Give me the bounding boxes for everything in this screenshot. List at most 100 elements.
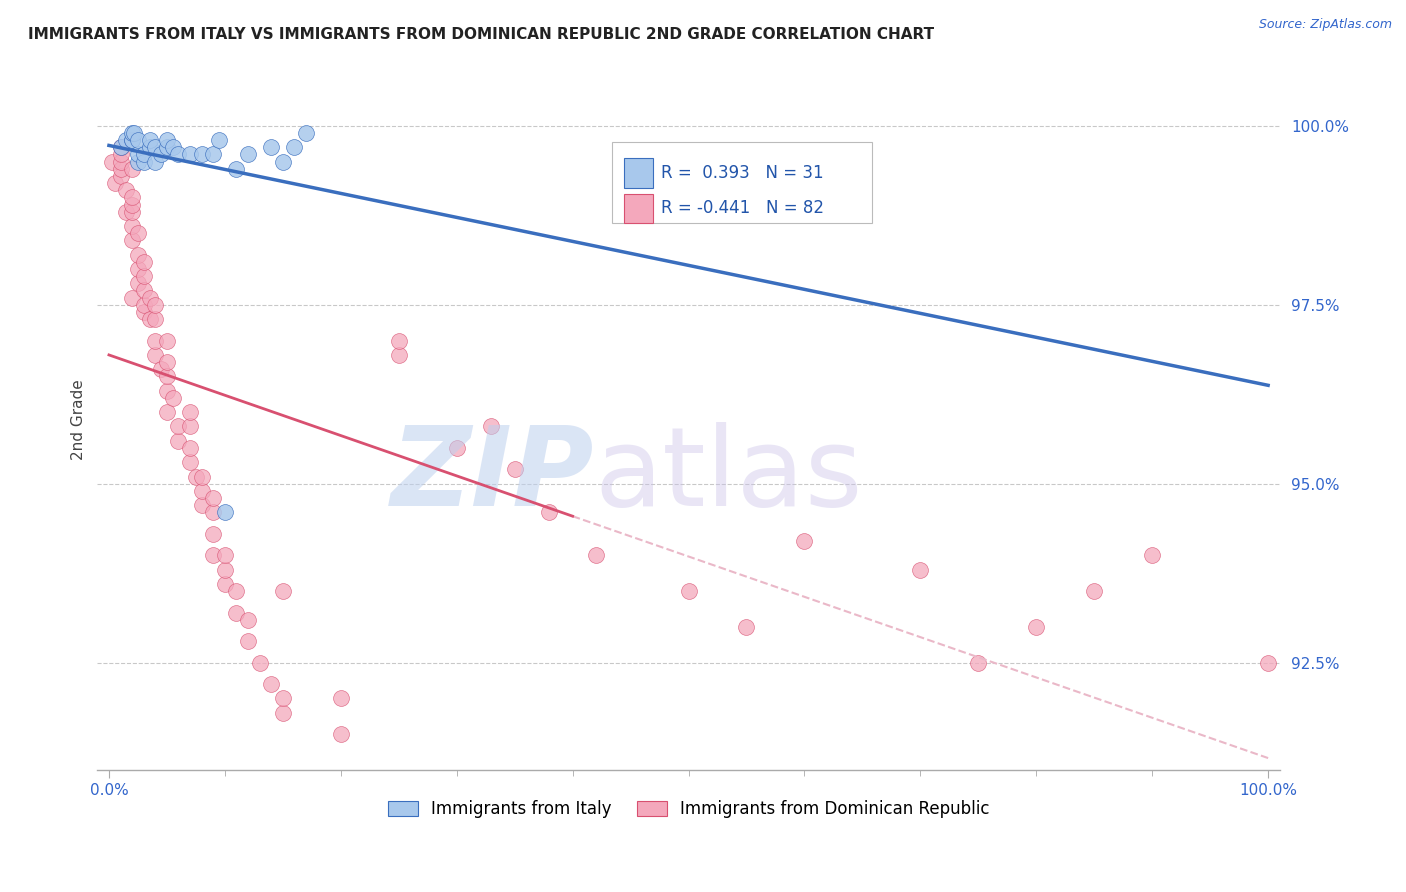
- Point: [283, 140, 305, 154]
- Point: [162, 140, 184, 154]
- Point: [271, 691, 294, 706]
- Point: [127, 133, 149, 147]
- Point: [132, 147, 155, 161]
- Point: [735, 620, 758, 634]
- Point: [121, 133, 143, 147]
- Point: [121, 161, 143, 176]
- Point: [127, 226, 149, 240]
- Point: [138, 291, 160, 305]
- Point: [214, 548, 236, 562]
- Point: [143, 348, 166, 362]
- Point: [190, 469, 212, 483]
- Point: [678, 584, 700, 599]
- Point: [156, 384, 179, 398]
- Point: [110, 140, 132, 154]
- Point: [132, 269, 155, 284]
- Point: [143, 298, 166, 312]
- Point: [110, 140, 132, 154]
- Point: [156, 334, 179, 348]
- Point: [110, 161, 132, 176]
- Point: [910, 563, 932, 577]
- Point: [249, 656, 271, 670]
- Point: [115, 204, 138, 219]
- Point: [793, 533, 815, 548]
- Point: [202, 548, 225, 562]
- Point: [271, 706, 294, 720]
- Point: [156, 133, 179, 147]
- Point: [295, 126, 318, 140]
- Text: R = -0.441   N = 82: R = -0.441 N = 82: [661, 199, 824, 218]
- Point: [260, 677, 283, 691]
- Point: [143, 334, 166, 348]
- Point: [121, 233, 143, 247]
- Legend: Immigrants from Italy, Immigrants from Dominican Republic: Immigrants from Italy, Immigrants from D…: [381, 794, 995, 825]
- Point: [156, 369, 179, 384]
- Point: [190, 483, 212, 498]
- Point: [236, 613, 259, 627]
- FancyBboxPatch shape: [612, 142, 872, 223]
- Point: [271, 584, 294, 599]
- Bar: [623, 158, 652, 187]
- Bar: [623, 194, 652, 223]
- Point: [127, 154, 149, 169]
- Point: [143, 312, 166, 326]
- Point: [127, 247, 149, 261]
- Point: [121, 190, 143, 204]
- Text: Source: ZipAtlas.com: Source: ZipAtlas.com: [1258, 18, 1392, 31]
- Point: [156, 405, 179, 419]
- Point: [143, 140, 166, 154]
- Point: [260, 140, 283, 154]
- Point: [179, 455, 201, 469]
- Point: [132, 254, 155, 268]
- Point: [225, 606, 247, 620]
- Point: [132, 154, 155, 169]
- Point: [214, 505, 236, 519]
- Point: [127, 147, 149, 161]
- Point: [138, 133, 160, 147]
- Point: [184, 469, 207, 483]
- Point: [214, 563, 236, 577]
- Point: [115, 183, 138, 197]
- Point: [121, 291, 143, 305]
- Point: [110, 154, 132, 169]
- Point: [138, 312, 160, 326]
- Point: [121, 204, 143, 219]
- Point: [1140, 548, 1163, 562]
- Point: [202, 526, 225, 541]
- Point: [329, 691, 352, 706]
- Point: [132, 305, 155, 319]
- Point: [225, 161, 247, 176]
- Point: [156, 140, 179, 154]
- Point: [202, 491, 225, 505]
- Point: [121, 219, 143, 233]
- Point: [208, 133, 231, 147]
- Point: [138, 140, 160, 154]
- Point: [446, 441, 468, 455]
- Text: atlas: atlas: [593, 422, 862, 529]
- Point: [143, 154, 166, 169]
- Point: [190, 147, 212, 161]
- Point: [236, 634, 259, 648]
- Point: [1257, 656, 1279, 670]
- Point: [179, 441, 201, 455]
- Text: R =  0.393   N = 31: R = 0.393 N = 31: [661, 164, 824, 182]
- Point: [202, 147, 225, 161]
- Point: [388, 348, 411, 362]
- Point: [132, 284, 155, 298]
- Point: [585, 548, 607, 562]
- Point: [121, 133, 143, 147]
- Point: [110, 147, 132, 161]
- Point: [167, 434, 190, 448]
- Point: [503, 462, 526, 476]
- Point: [967, 656, 990, 670]
- Point: [236, 147, 259, 161]
- Point: [1025, 620, 1047, 634]
- Point: [225, 584, 247, 599]
- Text: ZIP: ZIP: [391, 422, 593, 529]
- Point: [150, 147, 173, 161]
- Point: [179, 419, 201, 434]
- Point: [156, 355, 179, 369]
- Point: [179, 147, 201, 161]
- Point: [162, 391, 184, 405]
- Point: [388, 334, 411, 348]
